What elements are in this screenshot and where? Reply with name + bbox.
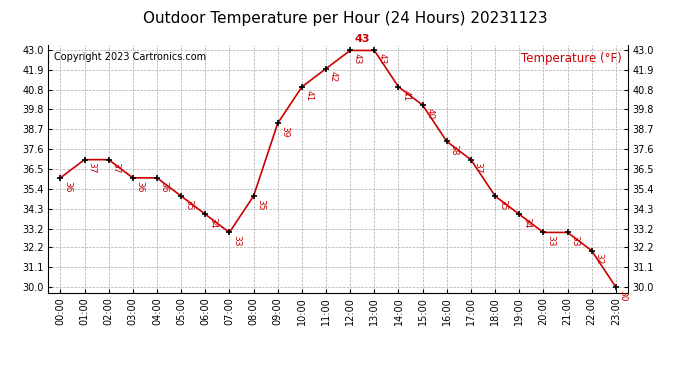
Text: 37: 37 — [112, 162, 121, 174]
Text: 34: 34 — [522, 217, 531, 228]
Text: 35: 35 — [184, 199, 193, 210]
Text: 33: 33 — [571, 235, 580, 247]
Text: 38: 38 — [450, 144, 459, 156]
Text: 40: 40 — [426, 108, 435, 119]
Text: 39: 39 — [281, 126, 290, 138]
Text: 33: 33 — [233, 235, 241, 247]
Text: 41: 41 — [305, 90, 314, 101]
Text: Temperature (°F): Temperature (°F) — [522, 53, 622, 65]
Text: 35: 35 — [498, 199, 507, 210]
Text: 43: 43 — [355, 33, 370, 44]
Text: 42: 42 — [329, 71, 338, 82]
Text: 33: 33 — [546, 235, 555, 247]
Text: 36: 36 — [160, 181, 169, 192]
Text: Copyright 2023 Cartronics.com: Copyright 2023 Cartronics.com — [54, 53, 206, 62]
Text: 36: 36 — [136, 181, 145, 192]
Text: 43: 43 — [353, 53, 362, 64]
Text: 30: 30 — [619, 290, 628, 302]
Text: 41: 41 — [402, 90, 411, 101]
Text: Outdoor Temperature per Hour (24 Hours) 20231123: Outdoor Temperature per Hour (24 Hours) … — [143, 11, 547, 26]
Text: 35: 35 — [257, 199, 266, 210]
Text: 43: 43 — [377, 53, 386, 64]
Text: 34: 34 — [208, 217, 217, 228]
Text: 37: 37 — [88, 162, 97, 174]
Text: 36: 36 — [63, 181, 72, 192]
Text: 37: 37 — [474, 162, 483, 174]
Text: 32: 32 — [595, 254, 604, 265]
